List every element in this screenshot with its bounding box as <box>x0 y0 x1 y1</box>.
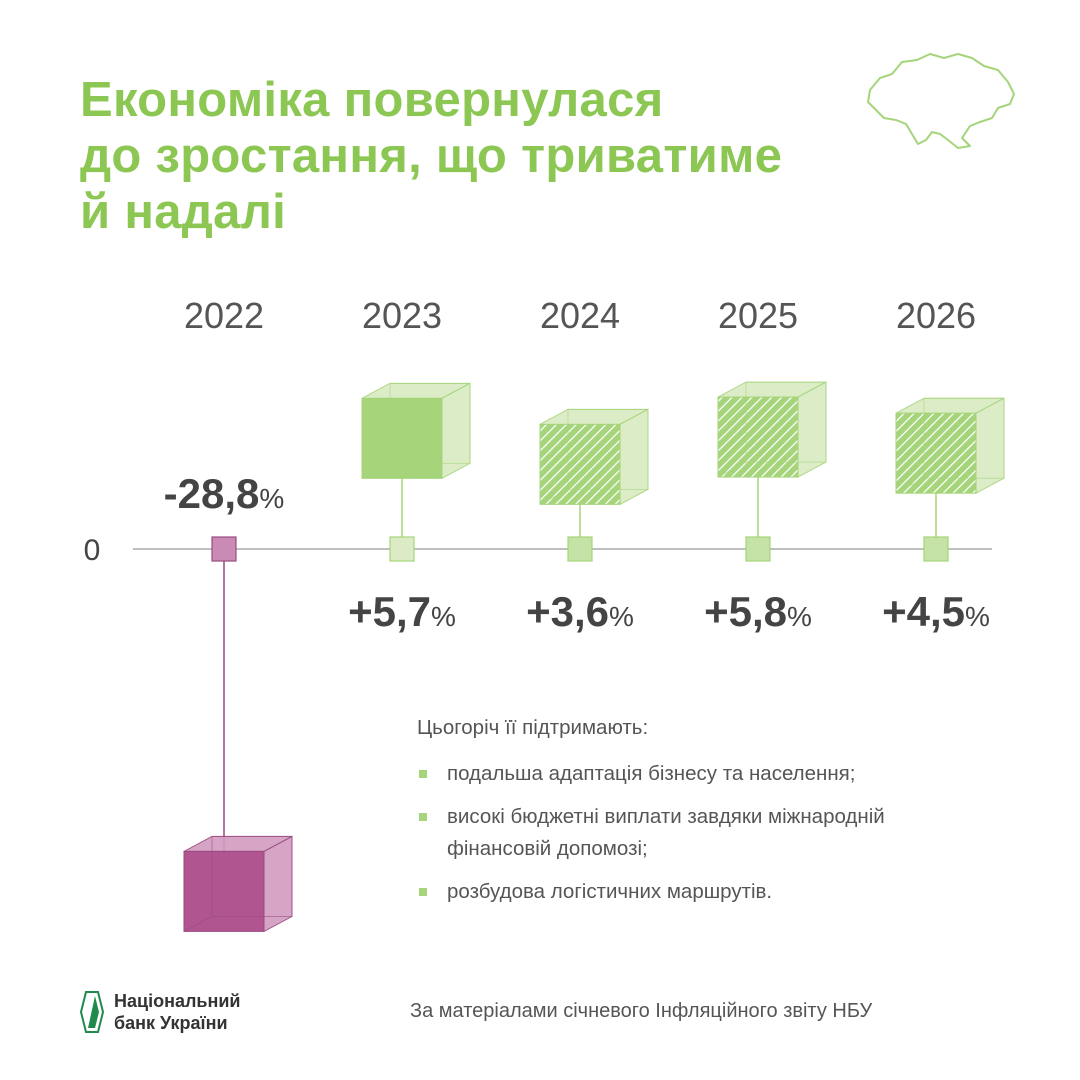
value-label: +5,7% <box>348 588 456 635</box>
zero-marker <box>567 536 593 562</box>
zero-marker <box>389 536 415 562</box>
year-label: 2022 <box>184 295 264 336</box>
cube-back-edge <box>923 397 1005 479</box>
cube-edge <box>539 489 569 505</box>
cube-side <box>975 397 1005 495</box>
value-label: -28,8% <box>164 470 285 517</box>
list-item-text: високі бюджетні виплати завдяки міжнарод… <box>447 805 885 860</box>
cube-side <box>619 408 649 506</box>
page-title: Економіка повернулася до зростання, що т… <box>80 72 782 240</box>
nbu-logo: Національний банк України <box>80 990 240 1034</box>
zero-marker <box>211 536 237 562</box>
year-label: 2023 <box>362 295 442 336</box>
list-item: високі бюджетні виплати завдяки міжнарод… <box>417 801 907 865</box>
cube-front <box>361 397 443 479</box>
list-item-text: подальша адаптація бізнесу та населення; <box>447 762 856 785</box>
support-factors: Цьогоріч її підтримають: подальша адапта… <box>417 716 987 919</box>
cube-side <box>797 381 827 478</box>
list-item-text: розбудова логістичних маршрутів. <box>447 880 773 903</box>
cube-back-edge <box>567 408 649 490</box>
cube-front <box>539 423 621 505</box>
list-item: розбудова логістичних маршрутів. <box>417 876 987 908</box>
cube-side <box>441 382 471 480</box>
logo-line2: банк України <box>114 1013 228 1033</box>
title-line: Економіка повернулася <box>80 73 664 127</box>
title-line: й надалі <box>80 185 287 239</box>
cube-front <box>183 850 265 932</box>
cube-edge <box>183 916 213 932</box>
year-label: 2025 <box>718 295 798 336</box>
bullet-icon <box>419 770 427 778</box>
ukraine-map-icon <box>867 53 1015 149</box>
cube-front <box>895 412 977 494</box>
cube-back-edge <box>389 382 471 464</box>
source-note: За матеріалами січневого Інфляційного зв… <box>410 1000 873 1022</box>
cube-back-edge <box>211 836 293 917</box>
value-label: +3,6% <box>526 588 634 635</box>
zero-marker <box>745 536 771 562</box>
year-label: 2024 <box>540 295 620 336</box>
support-heading: Цьогоріч її підтримають: <box>417 716 649 739</box>
year-label: 2026 <box>896 295 976 336</box>
nbu-logo-icon <box>80 991 104 1033</box>
zero-marker <box>923 536 949 562</box>
bullet-icon <box>419 888 427 896</box>
list-item: подальша адаптація бізнесу та населення; <box>417 758 987 790</box>
value-label: +5,8% <box>704 588 812 635</box>
value-label: +4,5% <box>882 588 990 635</box>
cube-back-edge <box>745 381 827 463</box>
cube-edge <box>895 477 925 494</box>
logo-line1: Національний <box>114 991 241 1011</box>
title-line: до зростання, що триватиме <box>80 129 783 183</box>
bullet-icon <box>419 813 427 821</box>
cube-side <box>263 835 293 933</box>
zero-axis-label: 0 <box>84 534 101 567</box>
cube-front <box>717 396 799 478</box>
cube-edge <box>717 461 747 478</box>
cube-edge <box>361 462 391 479</box>
